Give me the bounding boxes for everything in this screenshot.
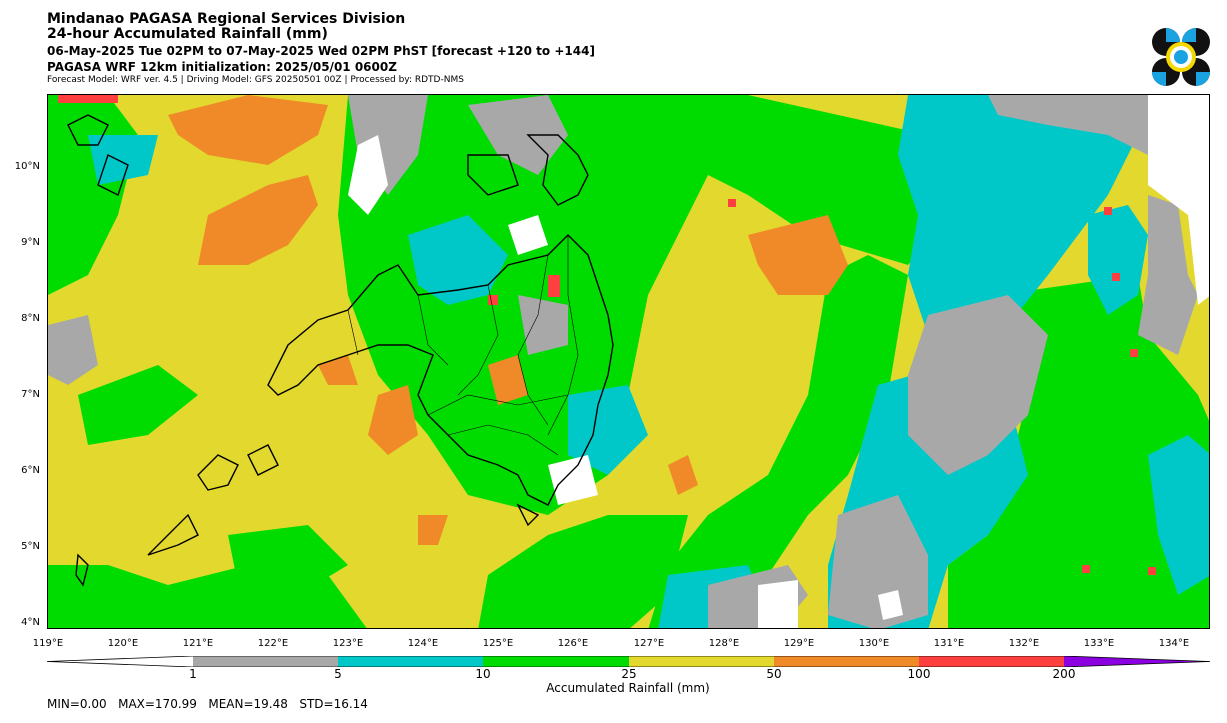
lon-label-134e: 134°E [1158, 638, 1190, 649]
colorbar-bin-10-25 [483, 656, 629, 667]
lon-label-133e: 133°E [1083, 638, 1115, 649]
colorbar-bin-25-50 [629, 656, 774, 667]
colorbar-tick-50: 50 [766, 667, 782, 681]
lon-label-122e: 122°E [257, 638, 289, 649]
colorbar-tick-200: 200 [1052, 667, 1076, 681]
province-borders [347, 235, 579, 456]
lat-label-6n: 6°N [21, 465, 40, 476]
lon-label-120e: 120°E [107, 638, 139, 649]
lon-label-129e: 129°E [783, 638, 815, 649]
colorbar-tick-100: 100 [907, 667, 931, 681]
pagasa-logo-icon [1152, 28, 1210, 86]
map-title: Mindanao PAGASA Regional Services Divisi… [47, 11, 406, 27]
lat-label-8n: 8°N [21, 313, 40, 324]
lon-label-123e: 123°E [332, 638, 364, 649]
lat-label-9n: 9°N [21, 237, 40, 248]
colorbar-bin-gt200 [1064, 656, 1210, 667]
rainfall-field [48, 95, 1209, 628]
colorbar-tick-10: 10 [475, 667, 491, 681]
lon-label-119e: 119°E [32, 638, 64, 649]
colorbar-tick-1: 1 [189, 667, 197, 681]
lon-label-132e: 132°E [1008, 638, 1040, 649]
colorbar-bin-100-200 [919, 656, 1064, 667]
colorbar-bin-50-100 [774, 656, 919, 667]
colorbar-bin-lt1 [47, 656, 193, 667]
lat-label-10n: 10°N [14, 161, 40, 172]
lon-label-127e: 127°E [633, 638, 665, 649]
initialization-info: PAGASA WRF 12km initialization: 2025/05/… [47, 60, 397, 74]
colorbar-tick-25: 25 [621, 667, 637, 681]
lat-label-4n: 4°N [21, 617, 40, 628]
map-subtitle: 24-hour Accumulated Rainfall (mm) [47, 26, 328, 42]
lon-label-128e: 128°E [708, 638, 740, 649]
lat-label-5n: 5°N [21, 541, 40, 552]
lon-label-121e: 121°E [182, 638, 214, 649]
colorbar-title: Accumulated Rainfall (mm) [546, 681, 710, 695]
colorbar-tick-5: 5 [334, 667, 342, 681]
rainfall-map [47, 94, 1210, 629]
rainfall-stats: MIN=0.00 MAX=170.99 MEAN=19.48 STD=16.14 [47, 697, 368, 711]
colorbar-bin-5-10 [338, 656, 483, 667]
lat-label-7n: 7°N [21, 389, 40, 400]
forecast-period: 06-May-2025 Tue 02PM to 07-May-2025 Wed … [47, 44, 595, 58]
lon-label-130e: 130°E [858, 638, 890, 649]
lon-label-126e: 126°E [557, 638, 589, 649]
colorbar [47, 656, 1210, 667]
model-info: Forecast Model: WRF ver. 4.5 | Driving M… [47, 75, 464, 85]
lon-label-124e: 124°E [407, 638, 439, 649]
lon-label-131e: 131°E [933, 638, 965, 649]
colorbar-bin-1-5 [193, 656, 338, 667]
lon-label-125e: 125°E [482, 638, 514, 649]
